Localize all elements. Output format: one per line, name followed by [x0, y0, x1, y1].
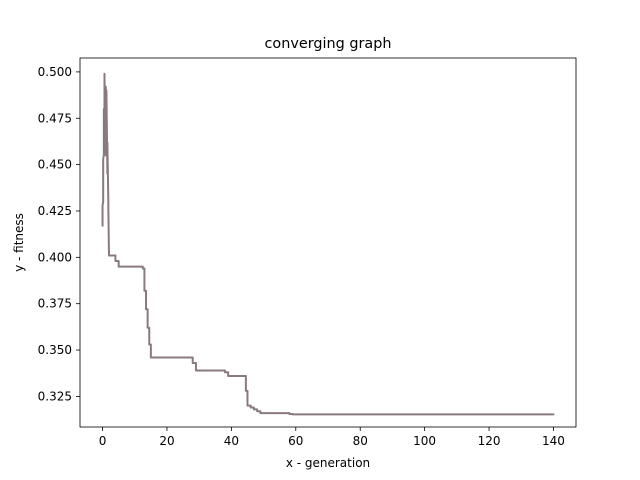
- x-tick-label: 0: [99, 434, 107, 448]
- series-line: [101, 72, 555, 416]
- plot-frame: [79, 57, 577, 428]
- x-axis-title: x - generation: [286, 456, 370, 470]
- x-tick-label: 20: [159, 434, 174, 448]
- x-tick-label: 60: [288, 434, 303, 448]
- y-axis-ticks: 0.325 0.350 0.375 0.400 0.425 0.450 0.475 0.500: [38, 65, 80, 403]
- y-axis-title: y - fitness: [12, 213, 26, 272]
- x-tick-label: 140: [542, 434, 565, 448]
- y-tick-label: 0.375: [38, 297, 72, 311]
- y-tick-label: 0.450: [38, 158, 72, 172]
- y-tick-label: 0.475: [38, 111, 72, 125]
- y-tick-label: 0.400: [38, 250, 72, 264]
- x-tick-label: 120: [478, 434, 501, 448]
- x-tick-label: 40: [224, 434, 239, 448]
- y-tick-label: 0.325: [38, 389, 72, 403]
- chart-title: converging graph: [265, 36, 392, 52]
- x-tick-label: 80: [353, 434, 368, 448]
- y-tick-label: 0.425: [38, 204, 72, 218]
- x-tick-label: 100: [413, 434, 436, 448]
- y-tick-label: 0.350: [38, 343, 72, 357]
- y-tick-label: 0.500: [38, 65, 72, 79]
- x-axis-ticks: 0 20 40 60 80 100 120 140: [99, 427, 565, 448]
